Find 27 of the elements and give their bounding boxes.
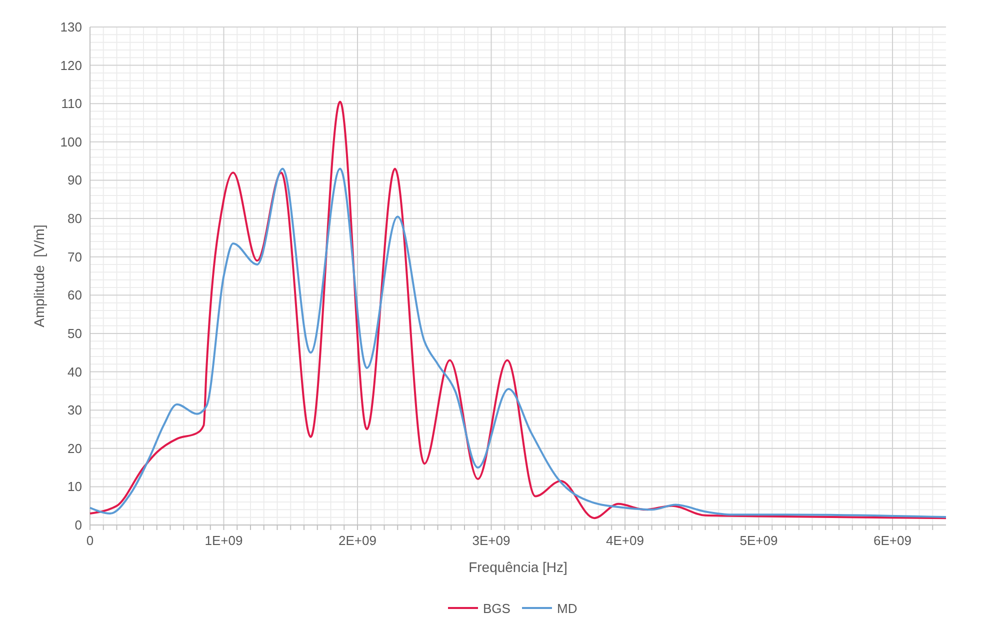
y-tick-label: 100	[60, 134, 82, 150]
y-tick-label: 130	[60, 20, 82, 34]
y-tick-label: 40	[68, 364, 82, 380]
y-tick-label: 50	[68, 326, 82, 341]
y-axis-title: Amplitude [V/m]	[31, 224, 47, 328]
y-tick-label: 60	[68, 288, 82, 303]
legend-label: BGS	[483, 601, 511, 616]
y-tick-label: 90	[68, 172, 82, 188]
y-tick-label: 80	[68, 211, 82, 226]
y-tick-label: 20	[68, 440, 82, 456]
x-tick-label: 1E+09	[204, 533, 243, 548]
y-tick-label: 120	[60, 58, 82, 73]
x-axis-title: Frequência [Hz]	[468, 559, 568, 575]
line-series	[89, 100, 947, 520]
x-tick-label: 2E+09	[338, 533, 376, 548]
y-tick-label: 70	[68, 249, 82, 264]
line-series	[89, 168, 947, 518]
x-tick-label: 0	[86, 533, 94, 548]
x-tick-label: 6E+09	[874, 533, 912, 548]
y-tick-label: 30	[68, 402, 82, 418]
x-tick-label: 4E+09	[606, 533, 644, 548]
y-tick-label: 0	[74, 518, 82, 532]
legend-label: MD	[557, 601, 578, 616]
y-tick-label: 10	[68, 479, 82, 494]
x-tick-label: 5E+09	[740, 533, 778, 548]
y-tick-label: 110	[61, 96, 82, 112]
x-tick-label: 3E+09	[472, 533, 510, 548]
